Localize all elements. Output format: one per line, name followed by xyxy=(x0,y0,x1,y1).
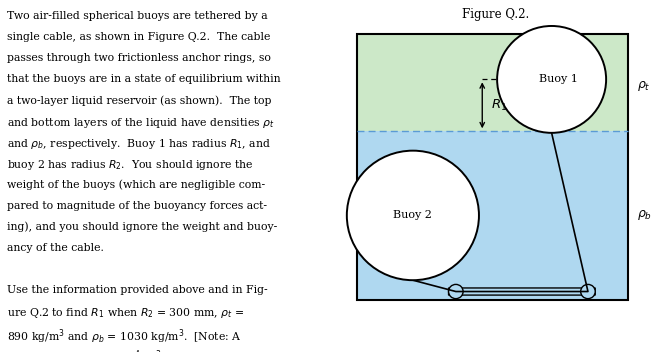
Circle shape xyxy=(347,151,479,280)
Text: buoy 2 has radius $R_2$.  You should ignore the: buoy 2 has radius $R_2$. You should igno… xyxy=(7,158,253,172)
Text: ure Q.2 to find $R_1$ when $R_2$ = 300 mm, $\rho_t$ =: ure Q.2 to find $R_1$ when $R_2$ = 300 m… xyxy=(7,306,244,320)
Text: and bottom layers of the liquid have densities $\rho_t$: and bottom layers of the liquid have den… xyxy=(7,116,274,130)
Text: Buoy 1: Buoy 1 xyxy=(539,74,578,84)
Text: $\rho_b$: $\rho_b$ xyxy=(637,208,653,222)
Text: Figure Q.2.: Figure Q.2. xyxy=(462,8,529,21)
Text: ancy of the cable.: ancy of the cable. xyxy=(7,243,103,253)
Text: $\rho_t$: $\rho_t$ xyxy=(637,79,651,93)
Circle shape xyxy=(497,26,606,133)
Text: pared to magnitude of the buoyancy forces act-: pared to magnitude of the buoyancy force… xyxy=(7,201,267,210)
Text: Use the information provided above and in Fig-: Use the information provided above and i… xyxy=(7,285,267,295)
Text: a two-layer liquid reservoir (as shown).  The top: a two-layer liquid reservoir (as shown).… xyxy=(7,95,271,106)
Circle shape xyxy=(448,284,463,298)
Bar xyxy=(356,34,628,300)
Text: 890 kg/m$^3$ and $\rho_b$ = 1030 kg/m$^3$.  [Note: A: 890 kg/m$^3$ and $\rho_b$ = 1030 kg/m$^3… xyxy=(7,327,241,346)
Bar xyxy=(356,34,628,131)
Text: single cable, as shown in Figure Q.2.  The cable: single cable, as shown in Figure Q.2. Th… xyxy=(7,32,270,42)
Text: Buoy 2: Buoy 2 xyxy=(393,210,432,220)
Circle shape xyxy=(581,284,595,298)
Bar xyxy=(356,34,628,300)
Text: $R_1$: $R_1$ xyxy=(490,98,507,113)
Text: Two air-filled spherical buoys are tethered by a: Two air-filled spherical buoys are tethe… xyxy=(7,11,267,20)
Text: that the buoys are in a state of equilibrium within: that the buoys are in a state of equilib… xyxy=(7,74,280,84)
Text: passes through two frictionless anchor rings, so: passes through two frictionless anchor r… xyxy=(7,53,271,63)
Text: ing), and you should ignore the weight and buoy-: ing), and you should ignore the weight a… xyxy=(7,222,277,232)
Text: weight of the buoys (which are negligible com-: weight of the buoys (which are negligibl… xyxy=(7,180,265,190)
Text: and $\rho_b$, respectively.  Buoy 1 has radius $R_1$, and: and $\rho_b$, respectively. Buoy 1 has r… xyxy=(7,137,271,151)
Text: sphere has volume $V = \frac{4}{3}\pi R^3$.]: sphere has volume $V = \frac{4}{3}\pi R^… xyxy=(7,348,170,352)
FancyBboxPatch shape xyxy=(448,288,595,295)
